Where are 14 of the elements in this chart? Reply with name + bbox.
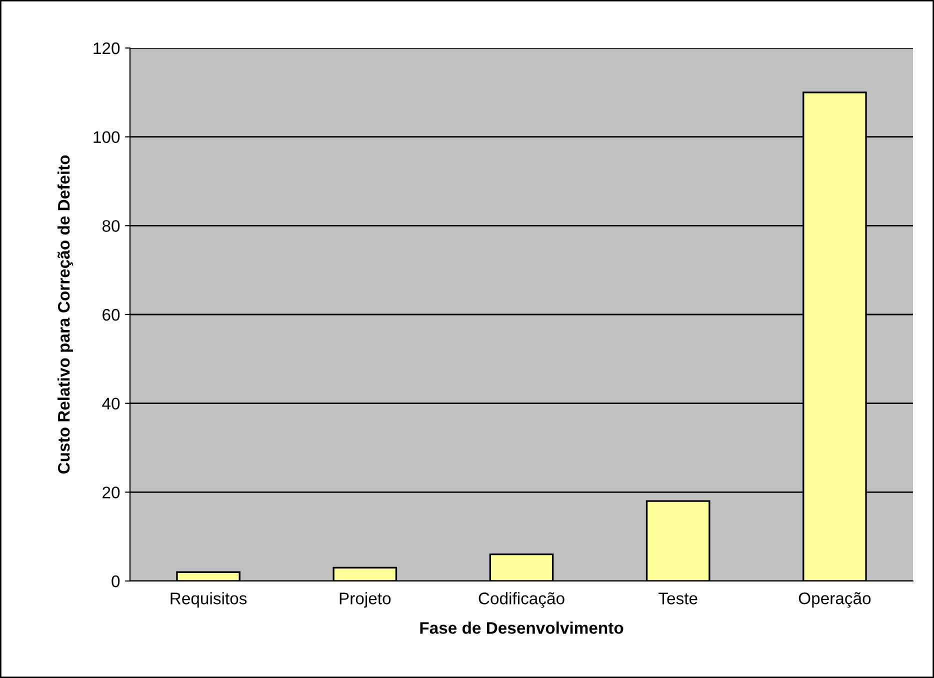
y-tick-label: 20 bbox=[102, 486, 120, 498]
y-tick-label: 80 bbox=[102, 220, 120, 232]
y-tick-label: 60 bbox=[102, 308, 120, 321]
y-tick-label: 100 bbox=[94, 131, 120, 144]
x-tick-label: Codificação bbox=[478, 592, 564, 608]
x-tick-label: Requisitos bbox=[170, 592, 247, 608]
x-tick-label: Projeto bbox=[340, 592, 391, 608]
y-tick-label: 0 bbox=[112, 575, 120, 588]
x-axis-title: Fase de Desenvolvimento bbox=[420, 622, 624, 634]
y-axis-title: Custo Relativo para Correção de Defeito bbox=[57, 155, 74, 474]
x-tick-label: Teste bbox=[658, 592, 698, 604]
x-tick-label: Operação bbox=[798, 592, 871, 608]
y-tick-label: 120 bbox=[94, 42, 120, 54]
y-tick-label: 40 bbox=[102, 398, 120, 410]
